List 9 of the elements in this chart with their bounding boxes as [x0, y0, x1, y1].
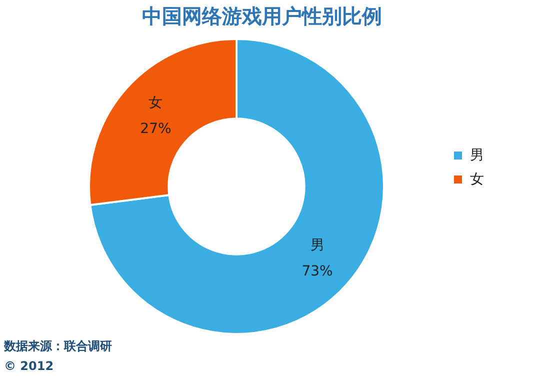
legend-label: 女: [470, 170, 484, 186]
data-label: 27%: [140, 120, 172, 137]
chart-title: 中国网络游戏用户性别比例: [142, 4, 382, 28]
data-label: 73%: [302, 263, 333, 280]
source-note: 数据来源：联合调研: [4, 338, 112, 355]
legend-label: 男: [470, 146, 484, 162]
text: © 2012: [4, 358, 55, 375]
slice-label: 女: [148, 94, 163, 111]
slice-label: 男: [310, 237, 324, 254]
